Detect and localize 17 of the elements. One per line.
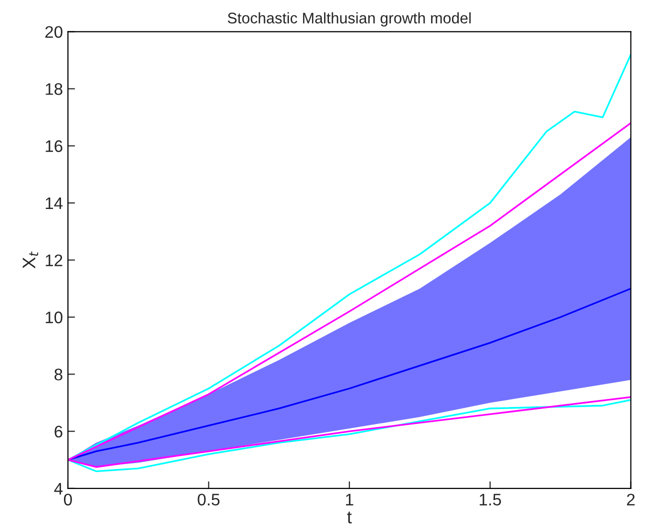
y-axis-title: X$_{t}$ (22, 251, 38, 268)
y-tick-label: 10 (46, 312, 62, 324)
y-tick-label: 8 (54, 368, 62, 380)
y-tick-label: 12 (46, 254, 62, 266)
y-tick-label: 18 (46, 83, 62, 95)
x-tick-label: 0.5 (198, 494, 220, 506)
x-axis-title: t (347, 512, 352, 524)
y-tick-label: 16 (46, 140, 62, 152)
x-tick-label: 1.5 (480, 494, 501, 506)
y-tick-label: 20 (45, 26, 62, 38)
x-tick-label: 2 (627, 494, 635, 506)
y-tick-label: 14 (46, 198, 63, 209)
y-tick-label: 6 (54, 426, 62, 438)
x-tick-label: 0 (64, 494, 72, 506)
chart-title: Stochastic Malthusian growth model (228, 12, 471, 27)
y-tick-label: 4 (54, 482, 63, 494)
x-tick-label: 1 (346, 494, 354, 506)
